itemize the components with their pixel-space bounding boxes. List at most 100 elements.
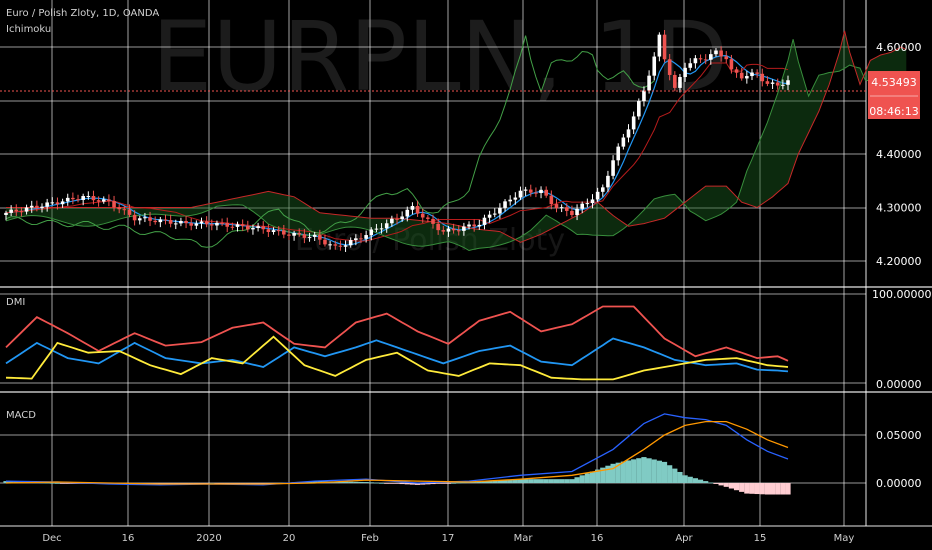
time-axis-label: 16 <box>591 533 604 544</box>
price-axis[interactable]: 4.60000 4.40000 4.30000 4.20000 100.00000 0.0… <box>872 41 932 490</box>
time-axis-label: May <box>834 533 855 544</box>
macd-histogram-bar <box>579 475 585 483</box>
macd-histogram-bar <box>600 467 606 483</box>
macd-histogram-bar <box>430 483 436 485</box>
candle-body <box>564 207 569 211</box>
candle-body <box>446 228 451 232</box>
macd-histogram-bar <box>450 482 457 484</box>
symbol-watermark: EURPLN, 1D Euro / Polish Zloty <box>152 1 729 258</box>
candle-body <box>600 187 605 192</box>
time-axis-label: 16 <box>122 533 135 544</box>
candle-body <box>122 209 127 211</box>
macd-histogram-bar <box>718 483 724 486</box>
macd-histogram-bar <box>512 479 518 483</box>
candle-body <box>513 197 518 200</box>
macd-histogram-bar <box>764 483 771 495</box>
candle-body <box>580 203 585 209</box>
macd-histogram-bar <box>538 479 544 483</box>
macd-histogram-bar <box>708 482 714 484</box>
candle-body <box>117 207 121 210</box>
candle-body <box>86 195 91 197</box>
candle-body <box>683 67 687 78</box>
candle-body <box>477 224 482 227</box>
candle-body <box>678 77 682 88</box>
macd-histogram-bar <box>631 459 637 483</box>
macd-histogram-bar <box>584 473 590 483</box>
candle-body <box>441 230 446 232</box>
candle-body <box>287 234 291 236</box>
time-axis[interactable]: Dec 16 2020 20 Feb 17 Mar 16 Apr 15 May <box>42 533 854 544</box>
macd-histogram-bar <box>363 482 369 483</box>
macd-histogram-bar <box>564 479 570 483</box>
candle-body <box>709 54 713 60</box>
time-axis-label: Mar <box>514 533 534 544</box>
candle-body <box>348 240 353 246</box>
macd-histogram-bar <box>440 483 446 484</box>
macd-histogram-bar <box>409 483 416 485</box>
indicator-macd-label[interactable]: MACD <box>6 410 36 421</box>
candle-body <box>209 224 214 226</box>
macd-histogram-bar <box>517 479 524 483</box>
candle-body <box>662 34 667 60</box>
macd-histogram-bar <box>739 483 745 492</box>
macd-histogram-bar <box>625 460 632 483</box>
macd-histogram-bar <box>373 482 380 484</box>
candle-body <box>148 217 152 221</box>
macd-histogram-bar <box>378 482 385 484</box>
price-axis-label: 4.20000 <box>876 255 922 268</box>
senkou-span-a <box>5 39 907 252</box>
indicator-ichimoku-label[interactable]: Ichimoku <box>6 24 51 35</box>
dmi-line-di <box>5 337 789 373</box>
time-axis-label: Dec <box>42 533 61 544</box>
macd-histogram-bar <box>646 458 652 483</box>
macd-histogram-bar <box>487 480 493 483</box>
price-candles <box>4 29 790 252</box>
time-axis-label: Feb <box>361 533 379 544</box>
candle-body <box>168 220 173 224</box>
macd-axis-label: 0.05000 <box>876 429 922 442</box>
candle-body <box>220 222 224 224</box>
macd-histogram-bar <box>348 481 354 483</box>
time-axis-label: 20 <box>283 533 296 544</box>
candle-body <box>508 199 512 202</box>
candle-body <box>323 239 327 245</box>
macd-histogram-bar <box>353 481 359 483</box>
macd-pane <box>3 413 791 495</box>
candle-body <box>765 81 770 84</box>
candle-body <box>415 205 420 214</box>
macd-histogram-bar <box>399 483 405 485</box>
candle-body <box>240 224 245 227</box>
macd-histogram-bar <box>548 479 554 483</box>
macd-histogram-bar <box>435 483 441 484</box>
candle-body <box>143 217 147 219</box>
candle-body <box>343 245 348 247</box>
candle-body <box>292 233 296 236</box>
candle-body <box>400 216 404 220</box>
candle-body <box>256 226 260 229</box>
candle-body <box>297 233 302 235</box>
candle-body <box>595 191 600 200</box>
candle-body <box>215 222 219 226</box>
macd-histogram-bar <box>476 481 482 483</box>
candle-body <box>436 223 440 231</box>
candle-body <box>199 221 204 224</box>
macd-histogram-bar <box>502 480 508 483</box>
candle-body <box>45 202 49 207</box>
candle-body <box>729 59 734 70</box>
candle-body <box>611 160 615 176</box>
candle-body <box>35 205 39 208</box>
indicator-dmi-label[interactable]: DMI <box>6 297 25 308</box>
macd-histogram-bar <box>656 460 662 483</box>
candle-body <box>590 199 595 204</box>
candle-body <box>657 34 662 57</box>
candle-body <box>60 201 65 205</box>
candle-body <box>482 217 487 225</box>
dmi-axis-label: 100.00000 <box>872 288 932 301</box>
last-price-value: 4.53493 <box>871 76 917 89</box>
macd-histogram-bar <box>682 475 688 483</box>
candle-body <box>405 209 410 217</box>
macd-histogram-bar <box>723 483 729 487</box>
candle-body <box>312 234 317 237</box>
macd-axis-label: 0.00000 <box>876 477 922 490</box>
